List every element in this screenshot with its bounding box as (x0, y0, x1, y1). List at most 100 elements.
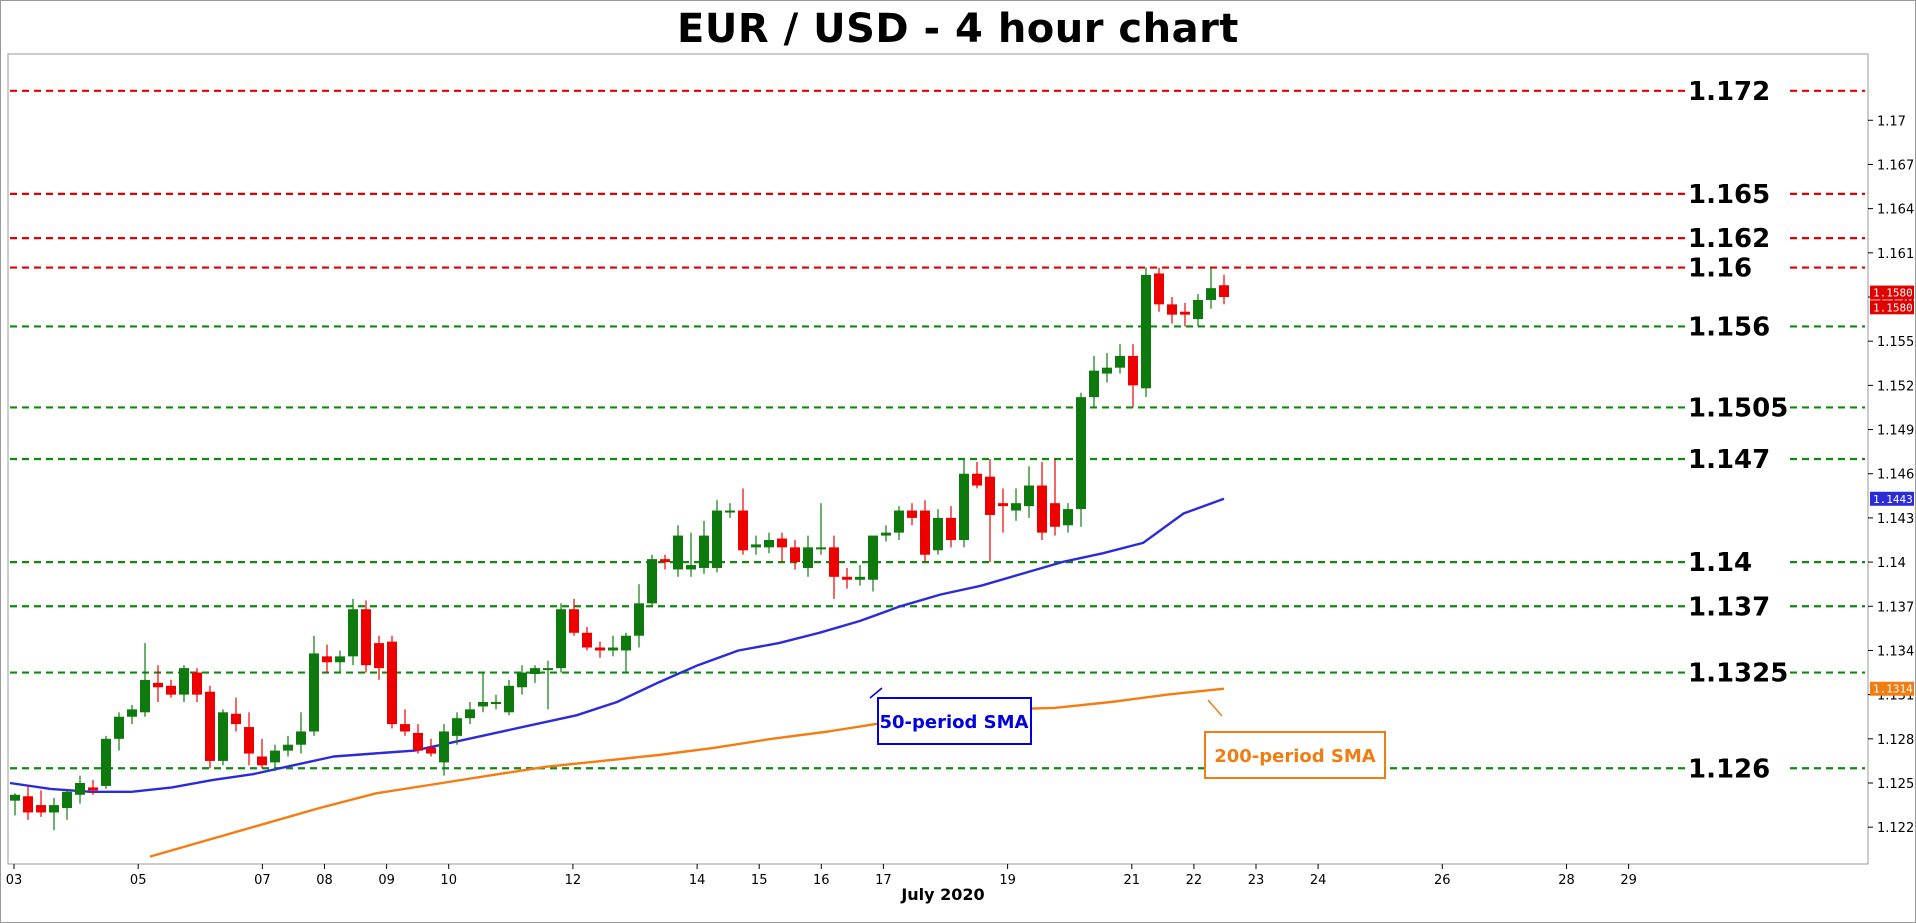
y-axis: 1.1221.1251.1281.1311.1341.1371.141.1431… (1868, 114, 1914, 836)
candle-body (920, 510, 930, 555)
candle-body (751, 544, 761, 548)
candle-body (946, 517, 956, 540)
candle-body (75, 783, 85, 795)
sma-50-leader (869, 687, 883, 699)
level-label-1.16: 1.16 (1688, 254, 1752, 284)
candle-body (660, 559, 670, 563)
candle-body (400, 724, 410, 732)
candle-body (933, 517, 943, 551)
y-tick-label: 1.155 (1877, 335, 1914, 350)
candle-body (231, 713, 241, 725)
x-tick-label: 14 (689, 873, 706, 888)
y-tick-label: 1.164 (1877, 203, 1914, 218)
x-axis-label: July 2020 (900, 885, 984, 904)
candle-body (530, 668, 540, 675)
candle-body (1024, 485, 1034, 507)
plot-border (7, 53, 1869, 865)
sma-50-callout-text: 50-period SMA (880, 712, 1029, 733)
candle-body (62, 791, 72, 809)
candle-body (192, 672, 202, 695)
candle-body (88, 787, 98, 791)
candle-body (673, 535, 683, 570)
chart-title: EUR / USD - 4 hour chart (677, 6, 1239, 52)
level-label-1.126: 1.126 (1688, 754, 1770, 784)
candle-body (1219, 285, 1229, 297)
candle-body (621, 635, 631, 651)
candle-body (1206, 288, 1216, 300)
candle-body (699, 535, 709, 568)
candle-body (998, 503, 1008, 507)
candle-body (1128, 355, 1138, 386)
y-tick-label: 1.146 (1877, 468, 1914, 483)
candle-body (296, 731, 306, 745)
x-tick-label: 29 (1620, 873, 1637, 888)
candle-body (49, 805, 59, 813)
y-tick-label: 1.134 (1877, 644, 1914, 659)
candle-body (23, 796, 33, 813)
x-tick-label: 16 (813, 873, 830, 888)
candle-body (959, 473, 969, 540)
x-tick-label: 22 (1186, 873, 1203, 888)
sma-50-callout (877, 697, 1032, 745)
price-tag-label: 1.1580 (1873, 287, 1913, 300)
level-label-1.1325: 1.1325 (1688, 659, 1788, 689)
candle-body (777, 538, 787, 548)
candle-body (790, 547, 800, 563)
candle-body (569, 609, 579, 633)
candle-body (491, 702, 501, 704)
candle-body (829, 547, 839, 577)
candle-body (634, 603, 644, 636)
candle-body (894, 510, 904, 533)
x-tick-label: 28 (1558, 873, 1575, 888)
candle-body (114, 716, 124, 739)
level-label-1.1505: 1.1505 (1688, 393, 1788, 423)
x-tick-label: 21 (1124, 873, 1141, 888)
candle-body (244, 727, 254, 754)
price-tag-label: 1.1580 (1873, 301, 1913, 314)
candle-body (1076, 397, 1086, 510)
candle-body (1167, 304, 1177, 315)
candle-body (738, 510, 748, 551)
candle-body (426, 747, 436, 754)
x-tick-label: 24 (1310, 873, 1327, 888)
sma-200-leader (1207, 699, 1223, 717)
candle-body (179, 668, 189, 695)
candle-body (10, 794, 20, 801)
candle-body (1180, 311, 1190, 315)
sma-200-callout-text: 200-period SMA (1214, 746, 1376, 767)
candle-body (608, 647, 618, 651)
level-label-1.137: 1.137 (1688, 592, 1770, 622)
candle-body (556, 609, 566, 669)
y-tick-label: 1.149 (1877, 424, 1914, 439)
level-label-1.165: 1.165 (1688, 180, 1770, 210)
candle-body (465, 709, 475, 719)
candle-body (322, 656, 332, 663)
sma-lines (9, 497, 1225, 858)
candle-body (309, 653, 319, 732)
candle-body (36, 805, 46, 813)
candle-body (361, 609, 371, 666)
price-tag (1870, 285, 1914, 300)
candle-body (543, 668, 553, 671)
y-tick-label: 1.17 (1877, 114, 1906, 129)
candle-body (881, 532, 891, 536)
candle-body (816, 547, 826, 550)
price-tag (1870, 300, 1914, 315)
candle-body (868, 535, 878, 580)
x-tick-label: 23 (1248, 873, 1265, 888)
candle-body (1154, 273, 1164, 305)
candle-body (270, 750, 280, 763)
y-tick-label: 1.161 (1877, 247, 1914, 262)
candle-body (374, 643, 384, 669)
candle-body (335, 656, 345, 663)
x-tick-label: 12 (565, 873, 582, 888)
price-tag (1870, 491, 1914, 506)
candle-body (582, 632, 592, 648)
level-label-1.156: 1.156 (1688, 312, 1770, 342)
candle-body (439, 731, 449, 763)
candle-body (712, 510, 722, 568)
candle-body (1089, 370, 1099, 398)
y-tick-label: 1.167 (1877, 158, 1914, 173)
candle-body (205, 691, 215, 761)
